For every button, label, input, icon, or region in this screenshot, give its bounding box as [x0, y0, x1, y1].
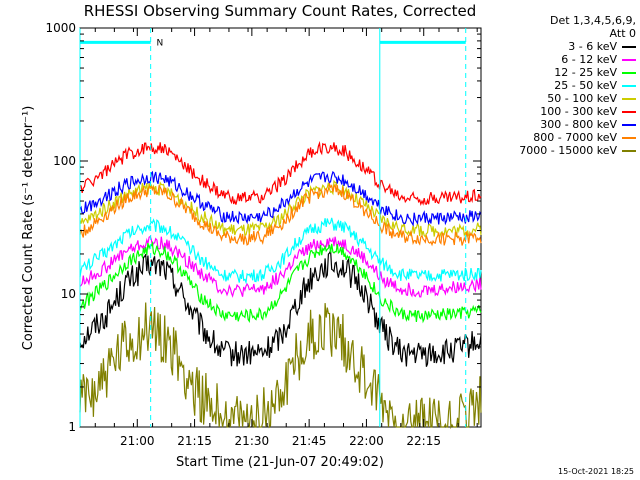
series-line-4: [79, 179, 482, 239]
bar-label: N: [157, 38, 164, 48]
x-tick-label: 21:00: [120, 434, 155, 448]
legend-entries: 3 - 6 keV 6 - 12 keV 12 - 25 keV 25 - 50 ke…: [478, 40, 636, 157]
legend-entry: 7000 - 15000 keV: [478, 144, 636, 157]
legend-entry-label: 7000 - 15000 keV: [519, 144, 617, 157]
series-line-6: [79, 170, 482, 227]
axes-group: 1 10 100 1000 21:00 21:15 21:30 21:45 22:00 22:15: [45, 21, 481, 448]
legend-entry: 50 - 100 keV: [478, 92, 636, 105]
marker-group: N: [79, 28, 467, 427]
series-line-0: [79, 250, 482, 367]
legend-entry: 800 - 7000 keV: [478, 131, 636, 144]
series-line-1: [79, 235, 482, 298]
x-tick-label: 22:00: [349, 434, 384, 448]
series-line-5: [79, 140, 482, 206]
legend-entry-label: 800 - 7000 keV: [533, 131, 617, 144]
legend-entry: 25 - 50 keV: [478, 79, 636, 92]
legend-swatch: [622, 149, 636, 152]
legend-header-line-2: Att 0: [609, 27, 636, 40]
x-tick-label: 21:45: [292, 434, 327, 448]
legend-entry-label: 100 - 300 keV: [540, 105, 617, 118]
legend-entry-label: 300 - 800 keV: [540, 118, 617, 131]
series-line-8: [79, 302, 482, 430]
legend-entry: 6 - 12 keV: [478, 53, 636, 66]
legend-swatch: [622, 58, 636, 61]
series-line-2: [79, 240, 482, 324]
legend-swatch: [622, 136, 636, 139]
series-line-7: [79, 182, 482, 247]
legend: Det 1,3,4,5,6,9, Att 0 3 - 6 keV 6 - 12 k…: [478, 14, 636, 157]
legend-entry: 12 - 25 keV: [478, 66, 636, 79]
legend-swatch: [622, 71, 636, 74]
generation-timestamp: 15-Oct-2021 18:25: [558, 467, 634, 476]
x-tick-label: 21:30: [235, 434, 270, 448]
series-group: [79, 140, 482, 430]
legend-swatch: [622, 97, 636, 100]
legend-entry-label: 6 - 12 keV: [561, 53, 617, 66]
y-tick-label: 1000: [45, 21, 76, 35]
chart-title: RHESSI Observing Summary Count Rates, Co…: [84, 2, 477, 20]
y-tick-label: 100: [53, 154, 76, 168]
x-tick-label: 22:15: [406, 434, 441, 448]
legend-entry: 300 - 800 keV: [478, 118, 636, 131]
legend-entry-label: 3 - 6 keV: [568, 40, 617, 53]
legend-swatch: [622, 45, 636, 48]
series-line-3: [79, 217, 482, 285]
x-tick-label: 21:15: [177, 434, 212, 448]
legend-header-line-1: Det 1,3,4,5,6,9,: [549, 14, 636, 27]
legend-entry: 3 - 6 keV: [478, 40, 636, 53]
legend-swatch: [622, 110, 636, 113]
legend-entry-label: 12 - 25 keV: [554, 66, 617, 79]
legend-entry: 100 - 300 keV: [478, 105, 636, 118]
y-axis-label: Corrected Count Rate (s⁻¹ detector⁻¹): [21, 106, 36, 351]
legend-swatch: [622, 84, 636, 87]
y-tick-label: 10: [61, 287, 76, 301]
legend-entry-label: 50 - 100 keV: [547, 92, 617, 105]
y-tick-label: 1: [68, 420, 76, 434]
legend-entry-label: 25 - 50 keV: [554, 79, 617, 92]
legend-swatch: [622, 123, 636, 126]
x-axis-label: Start Time (21-Jun-07 20:49:02): [176, 455, 384, 470]
